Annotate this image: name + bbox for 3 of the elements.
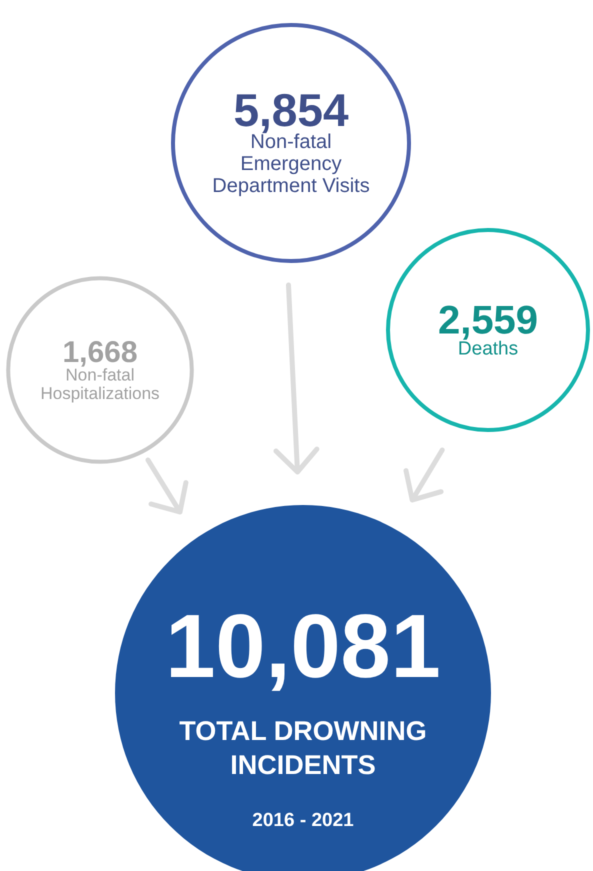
text: TOTAL DROWNING INCIDENTS — [179, 716, 427, 780]
text: 2016 - 2021 — [252, 810, 354, 831]
text: 10,081 — [165, 597, 441, 697]
